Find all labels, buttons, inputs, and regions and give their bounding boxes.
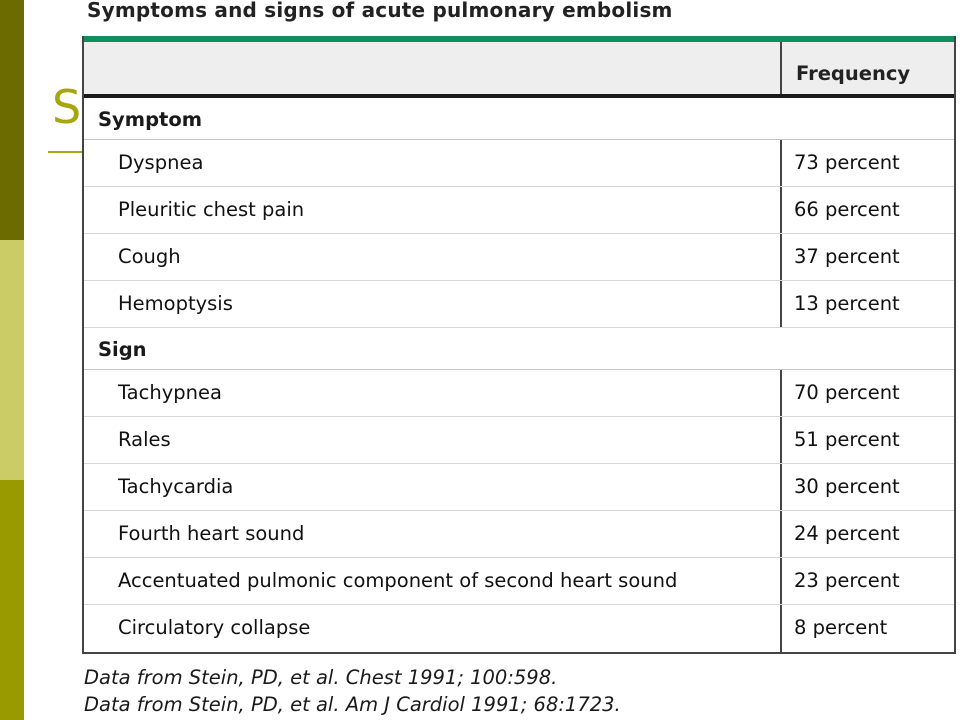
table-row: Tachycardia 30 percent	[84, 464, 954, 511]
column-divider	[780, 605, 782, 652]
column-divider	[780, 281, 782, 327]
section-label: Symptom	[98, 108, 203, 131]
table-accent-rule	[84, 36, 954, 42]
row-name: Circulatory collapse	[118, 616, 311, 639]
row-name: Hemoptysis	[118, 292, 233, 315]
row-name: Fourth heart sound	[118, 522, 305, 545]
column-divider	[780, 234, 782, 280]
section-symptom: Symptom	[84, 98, 954, 140]
table-row: Dyspnea 73 percent	[84, 140, 954, 187]
row-frequency: 8 percent	[794, 616, 888, 639]
table-header: Frequency	[84, 42, 954, 98]
section-label: Sign	[98, 338, 147, 361]
slide-bar-top	[0, 0, 24, 240]
row-frequency: 37 percent	[794, 245, 900, 268]
table-row: Fourth heart sound 24 percent	[84, 511, 954, 558]
slide-title-fragment: S	[52, 84, 82, 134]
row-frequency: 23 percent	[794, 569, 900, 592]
row-name: Dyspnea	[118, 151, 204, 174]
row-frequency: 51 percent	[794, 428, 900, 451]
table-row: Accentuated pulmonic component of second…	[84, 558, 954, 605]
row-name: Pleuritic chest pain	[118, 198, 305, 221]
slide-bar-bottom	[0, 480, 24, 720]
table-row: Pleuritic chest pain 66 percent	[84, 187, 954, 234]
table-row: Hemoptysis 13 percent	[84, 281, 954, 328]
row-frequency: 66 percent	[794, 198, 900, 221]
column-divider	[780, 42, 782, 94]
frequency-table: Frequency Symptom Dyspnea 73 percent Ple…	[82, 36, 956, 654]
column-divider	[780, 140, 782, 186]
table-row: Tachypnea 70 percent	[84, 370, 954, 417]
row-frequency: 13 percent	[794, 292, 900, 315]
row-name: Accentuated pulmonic component of second…	[118, 569, 678, 592]
row-name: Tachypnea	[118, 381, 222, 404]
footnote: Data from Stein, PD, et al. Chest 1991; …	[84, 666, 558, 689]
section-sign: Sign	[84, 328, 954, 370]
table-title: Symptoms and signs of acute pulmonary em…	[87, 0, 673, 22]
column-divider	[780, 464, 782, 510]
column-divider	[780, 558, 782, 604]
column-divider	[780, 417, 782, 463]
row-frequency: 70 percent	[794, 381, 900, 404]
row-name: Cough	[118, 245, 181, 268]
slide-bar-middle	[0, 240, 24, 480]
row-frequency: 24 percent	[794, 522, 900, 545]
column-divider	[780, 187, 782, 233]
row-name: Rales	[118, 428, 171, 451]
table-row: Circulatory collapse 8 percent	[84, 605, 954, 652]
table-row: Cough 37 percent	[84, 234, 954, 281]
slide-title-underline	[48, 151, 82, 153]
row-name: Tachycardia	[118, 475, 234, 498]
row-frequency: 73 percent	[794, 151, 900, 174]
row-frequency: 30 percent	[794, 475, 900, 498]
frequency-header: Frequency	[796, 62, 911, 85]
column-divider	[780, 370, 782, 416]
table-row: Rales 51 percent	[84, 417, 954, 464]
footnote: Data from Stein, PD, et al. Am J Cardiol…	[84, 693, 621, 716]
column-divider	[780, 511, 782, 557]
